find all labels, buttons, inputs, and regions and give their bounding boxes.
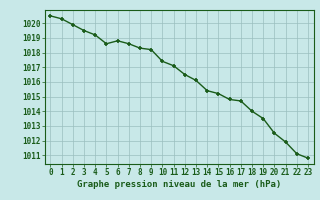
X-axis label: Graphe pression niveau de la mer (hPa): Graphe pression niveau de la mer (hPa) <box>77 180 281 189</box>
